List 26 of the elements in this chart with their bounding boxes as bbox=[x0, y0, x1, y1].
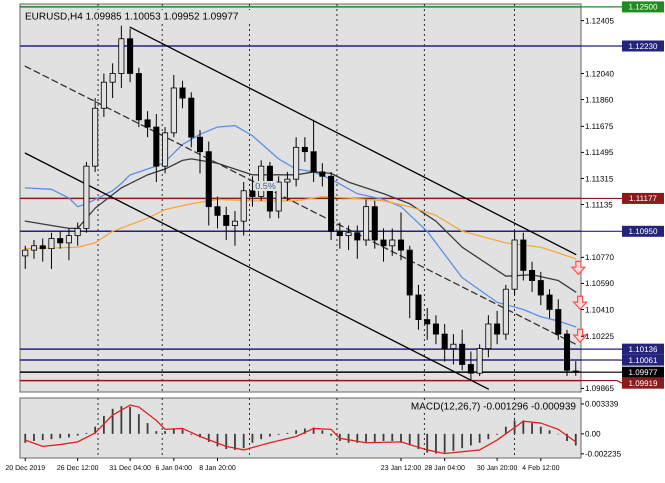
ref-line-label: 1.09977 bbox=[628, 368, 658, 377]
ref-line-label: 1.12230 bbox=[628, 42, 658, 51]
y-tick-label: 1.11315 bbox=[585, 174, 614, 184]
ref-line-label: 1.10136 bbox=[628, 344, 658, 354]
y-tick-label: 0.003339 bbox=[585, 400, 619, 409]
y-tick-label: 1.12040 bbox=[585, 69, 614, 78]
y-tick-label: 1.12405 bbox=[585, 16, 614, 26]
y-tick-label: 1.10225 bbox=[585, 332, 614, 342]
y-tick-label: 1.11675 bbox=[585, 122, 614, 132]
y-tick-label: 1.11860 bbox=[585, 95, 614, 104]
y-tick-label: 1.10410 bbox=[585, 305, 614, 314]
ref-line-label: 1.10061 bbox=[628, 356, 658, 365]
y-tick-label: 1.10770 bbox=[585, 253, 614, 262]
y-tick-label: 1.09865 bbox=[585, 384, 614, 394]
ref-line-label: 1.10950 bbox=[628, 227, 658, 236]
ref-line-label: 1.12500 bbox=[628, 2, 658, 12]
annotation: 0.5% bbox=[255, 181, 276, 191]
y-tick-label: 1.10590 bbox=[585, 279, 614, 288]
y-tick-label: 1.11135 bbox=[585, 200, 614, 210]
text: EURUSD,H4 1.09985 1.10053 1.09952 1.09977 bbox=[25, 12, 239, 22]
y-tick-label: 1.11495 bbox=[585, 148, 614, 158]
chart-title: MACD(12,26,7) -0.001296 -0.000939 bbox=[410, 402, 576, 412]
y-tick-label: -0.002235 bbox=[585, 450, 622, 459]
ref-line-label: 1.11177 bbox=[629, 194, 658, 204]
ref-line-label: 1.09919 bbox=[628, 378, 658, 388]
y-tick-label: 0.00 bbox=[585, 430, 602, 439]
